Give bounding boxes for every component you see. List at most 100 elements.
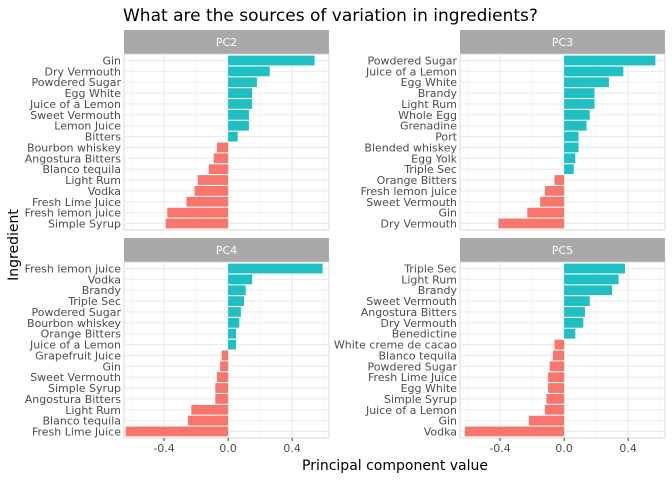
category-label: Powdered Sugar	[32, 76, 122, 89]
category-label: Blanco tequila	[43, 415, 121, 428]
bar	[552, 350, 565, 361]
category-label: Simple Syrup	[48, 217, 121, 230]
category-label: Brandy	[82, 284, 122, 297]
category-label: Gin	[102, 55, 121, 68]
category-label: Gin	[438, 415, 457, 428]
bar	[191, 404, 229, 415]
category-label: Egg White	[65, 87, 122, 100]
bar	[228, 317, 240, 328]
bar	[194, 186, 229, 196]
bar	[228, 55, 315, 66]
bar	[228, 99, 253, 109]
bar	[564, 307, 585, 317]
category-label: Triple Sec	[403, 263, 457, 276]
bar	[165, 218, 229, 229]
bar	[228, 328, 237, 339]
category-label: Lemon Juice	[54, 120, 121, 133]
bar	[125, 426, 229, 437]
category-label: Orange Bitters	[41, 328, 122, 341]
bar	[564, 99, 595, 109]
category-label: Orange Bitters	[377, 174, 458, 187]
category-label: Fresh Lime Juice	[368, 371, 457, 384]
facet-strip-label: PC4	[216, 244, 237, 257]
category-label: Simple Syrup	[384, 393, 457, 406]
bar	[564, 66, 624, 77]
category-label: Sweet Vermouth	[30, 371, 121, 384]
bar	[554, 339, 565, 350]
bar	[564, 296, 590, 306]
bar	[548, 372, 565, 383]
category-label: Light Rum	[65, 174, 121, 187]
category-label: Angostura Bitters	[25, 393, 122, 406]
category-label: Light Rum	[401, 273, 457, 286]
category-label: Juice of a Lemon	[29, 98, 121, 111]
bar	[228, 77, 257, 88]
x-tick-label: 0.0	[555, 442, 573, 455]
category-label: Gin	[102, 360, 121, 373]
bar	[228, 131, 238, 142]
facet-strip-label: PC5	[552, 244, 573, 257]
bar	[215, 383, 229, 393]
category-label: Triple Sec	[403, 163, 457, 176]
bar	[564, 263, 625, 274]
bar	[544, 186, 565, 196]
category-label: Bitters	[85, 131, 122, 144]
bar	[228, 285, 246, 296]
category-label: Benedictine	[392, 328, 457, 341]
bar	[188, 415, 229, 426]
bar	[540, 196, 565, 207]
category-label: Blended whiskey	[364, 141, 457, 154]
bar	[564, 153, 576, 164]
category-label: Brandy	[418, 284, 458, 297]
bar	[221, 350, 229, 361]
category-label: Fresh lemon juice	[25, 263, 122, 276]
bar	[197, 175, 229, 185]
bar	[548, 383, 565, 393]
x-tick-label: 0.4	[283, 442, 301, 455]
facet-strip-label: PC2	[216, 36, 237, 49]
bar	[528, 415, 565, 426]
category-label: Blanco tequila	[379, 349, 457, 362]
bar	[208, 164, 229, 175]
category-label: Light Rum	[401, 98, 457, 111]
bar	[564, 131, 579, 142]
bar	[228, 307, 241, 317]
category-label: Vodka	[88, 273, 121, 286]
bar	[546, 394, 565, 404]
bar	[228, 120, 249, 131]
bar	[527, 207, 565, 218]
category-label: Gin	[438, 207, 457, 220]
category-label: Egg Yolk	[411, 152, 457, 165]
category-label: Grapefruit Juice	[35, 349, 121, 362]
category-label: Triple Sec	[67, 295, 121, 308]
category-label: Sweet Vermouth	[366, 196, 457, 209]
category-label: Blanco tequila	[43, 163, 121, 176]
bar	[564, 109, 590, 120]
category-label: Egg White	[401, 76, 458, 89]
category-label: Vodka	[88, 185, 121, 198]
bar	[220, 361, 229, 372]
category-label: Port	[435, 131, 457, 144]
category-label: Fresh lemon juice	[361, 185, 458, 198]
category-label: Angostura Bitters	[361, 306, 458, 319]
bar	[544, 404, 565, 415]
category-label: Vodka	[424, 425, 457, 438]
bar	[564, 328, 576, 339]
category-label: Fresh Lime Juice	[32, 196, 121, 209]
bar	[564, 274, 619, 285]
bar	[464, 426, 565, 437]
bar	[564, 120, 587, 131]
category-label: Egg White	[401, 382, 458, 395]
facet-strip	[124, 30, 329, 54]
bar	[564, 77, 609, 88]
category-label: Angostura Bitters	[25, 152, 122, 165]
x-tick-label: 0.0	[219, 442, 237, 455]
bar	[228, 274, 253, 285]
bar	[564, 55, 656, 66]
bar	[554, 175, 565, 185]
category-label: Bourbon whiskey	[27, 317, 121, 330]
category-label: Powdered Sugar	[368, 55, 458, 68]
category-label: Juice of a Lemon	[365, 404, 457, 417]
